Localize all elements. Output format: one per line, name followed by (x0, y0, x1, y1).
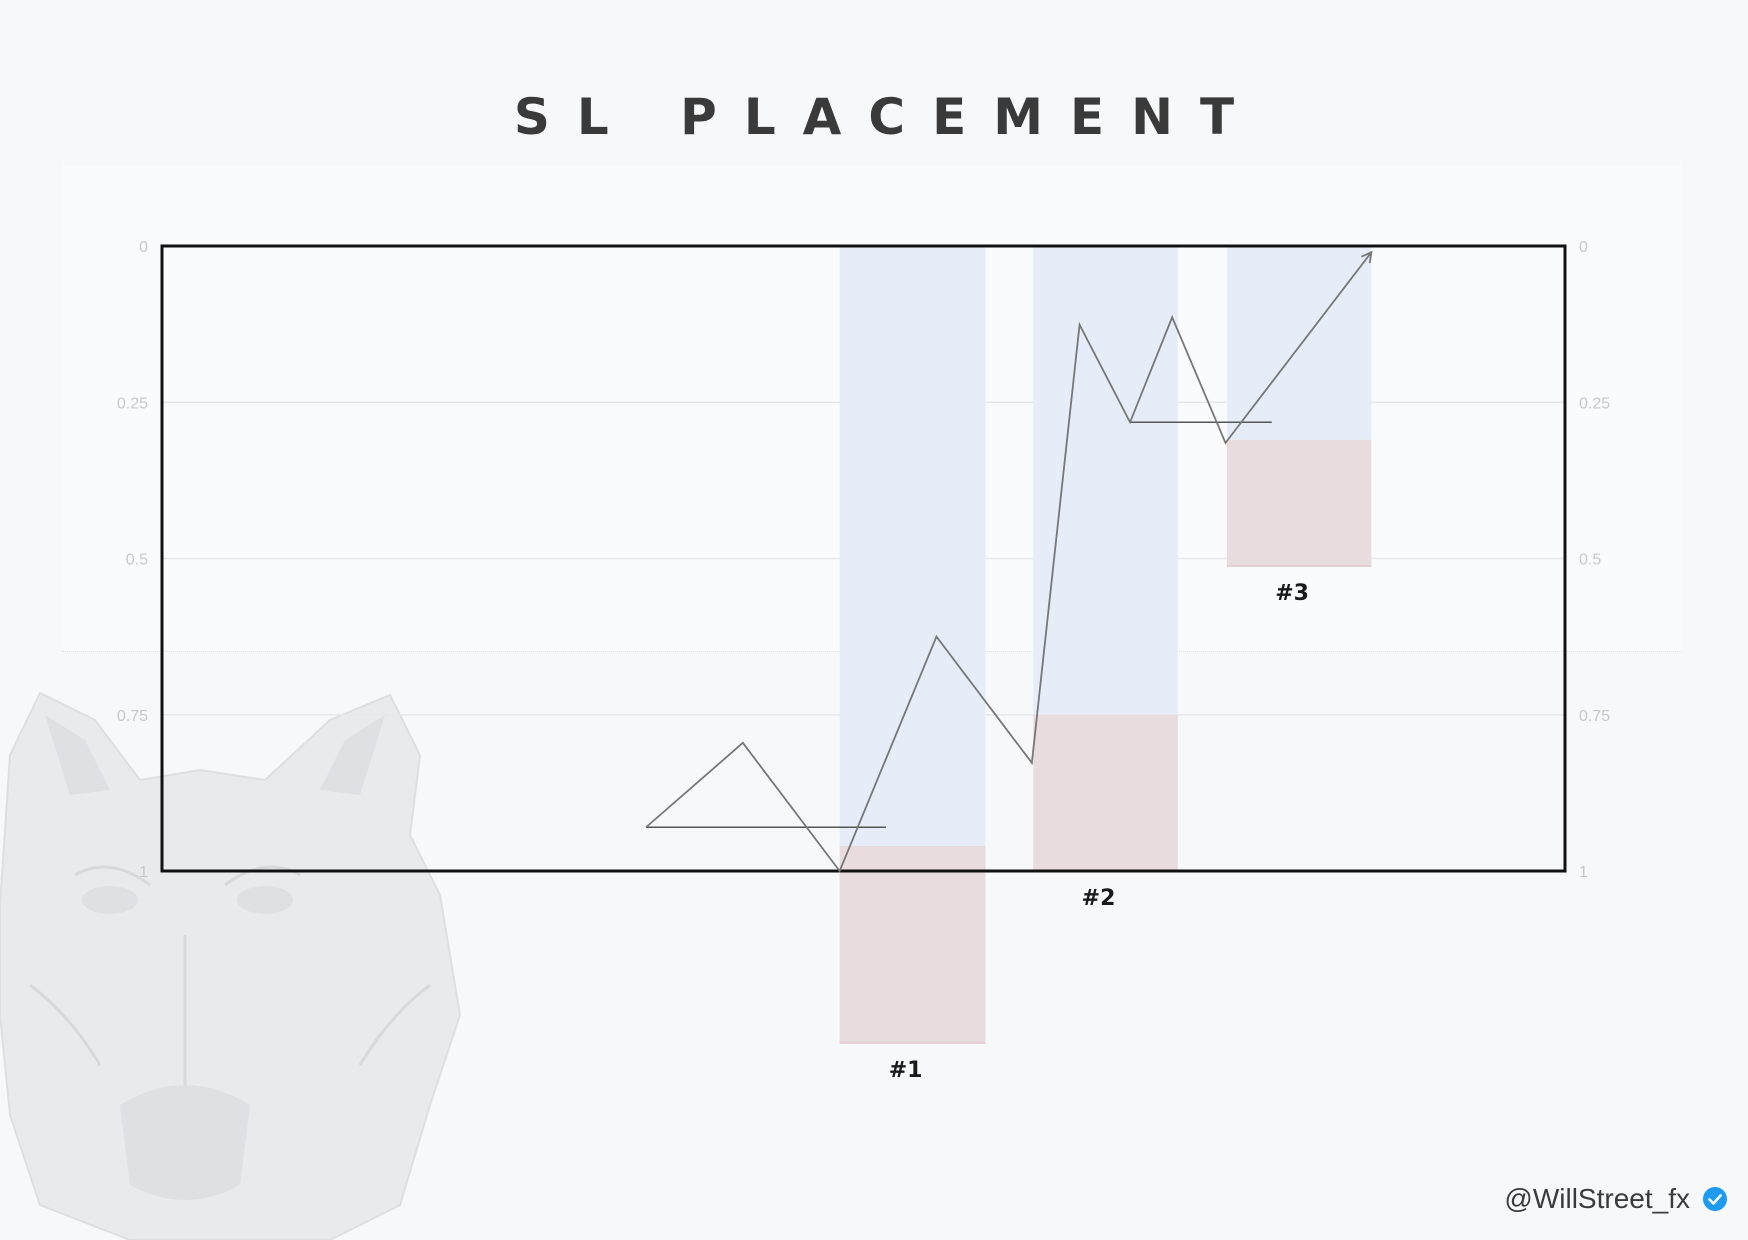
y-tick-right: 0.5 (1579, 552, 1601, 569)
profit-zone-2 (1033, 246, 1178, 715)
stop-loss-zone-3 (1226, 439, 1372, 566)
wolf-head-logo (0, 691, 462, 1240)
verified-badge-icon (1703, 1187, 1727, 1211)
y-tick-left: 0 (139, 239, 148, 256)
price-arrow-head (1360, 250, 1373, 264)
zone-label-1: #1 (889, 1058, 923, 1083)
y-tick-left: 1 (139, 864, 148, 881)
y-tick-left: 0.5 (126, 552, 148, 569)
y-tick-right: 0 (1579, 239, 1588, 256)
handle-text: @WillStreet_fx (1504, 1183, 1690, 1214)
y-tick-right: 0.75 (1579, 708, 1610, 725)
price-path (645, 251, 1373, 873)
zone-label-3: #3 (1275, 581, 1309, 606)
zone-label-2: #2 (1082, 886, 1116, 911)
y-tick-left: 0.75 (117, 708, 148, 725)
page-title: SL PLACEMENT (513, 88, 1262, 146)
profit-zone-3 (1226, 246, 1372, 440)
stop-loss-zone-2 (1033, 714, 1178, 871)
y-tick-left: 0.25 (117, 395, 148, 412)
stop-loss-zone-1 (839, 846, 986, 1043)
y-tick-right: 0.25 (1579, 395, 1610, 412)
profit-zone-1 (839, 246, 986, 846)
chart-frame (160, 244, 1567, 873)
author-handle[interactable]: @WillStreet_fx (1504, 1183, 1728, 1215)
y-tick-right: 1 (1579, 864, 1588, 881)
